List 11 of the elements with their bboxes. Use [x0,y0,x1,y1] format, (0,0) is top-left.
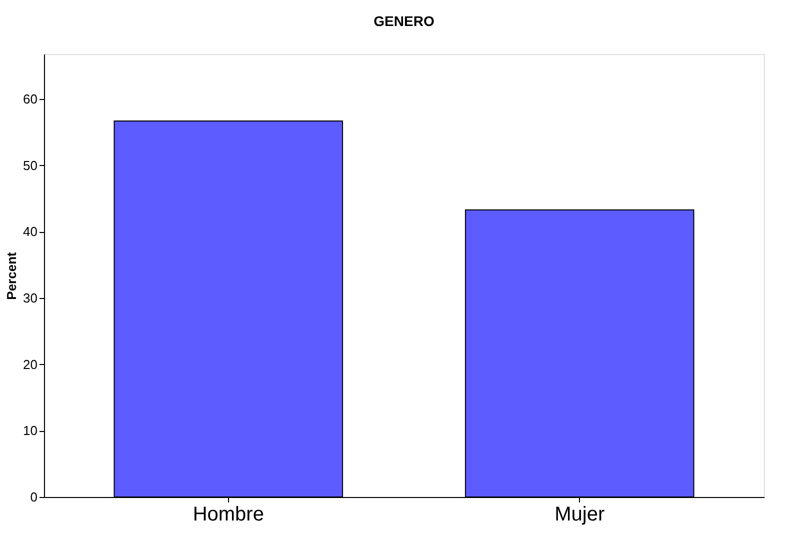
y-tick-label: 60 [23,92,38,107]
y-tick-label: 50 [23,158,38,173]
chart-title: GENERO [374,13,434,29]
y-tick-label: 0 [30,490,38,504]
x-tick-label: Hombre [192,504,264,526]
x-tick-label: Mujer [554,504,605,526]
y-tick-label: 40 [23,224,38,240]
y-tick-label: 20 [23,356,38,372]
y-tick-label: 30 [23,290,38,306]
y-tick-label: 10 [23,423,38,438]
y-axis-title: Percent [4,251,20,300]
